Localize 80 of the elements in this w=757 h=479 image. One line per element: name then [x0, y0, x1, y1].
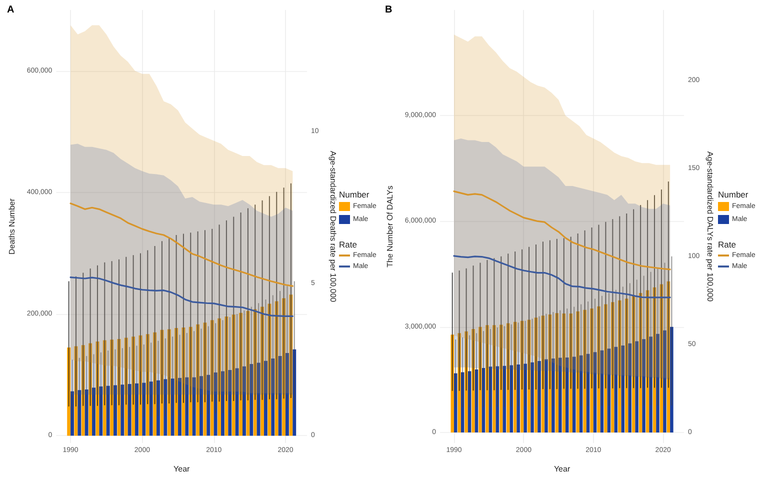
bar [200, 376, 203, 436]
y-axis-title: The Number Of DALYs [386, 186, 394, 268]
bar [544, 359, 548, 432]
bar [242, 366, 246, 436]
bar [460, 372, 464, 432]
bar [538, 360, 541, 432]
bar [649, 336, 652, 432]
bar [70, 391, 74, 436]
text: Number [339, 190, 370, 200]
bar [286, 352, 289, 436]
bar [628, 343, 632, 432]
bar [488, 366, 492, 432]
bar [670, 326, 674, 432]
bar [192, 377, 196, 436]
line-series [453, 190, 671, 270]
chart-title: B [385, 4, 392, 16]
bar [600, 350, 604, 432]
line-series [70, 276, 294, 317]
bar [524, 364, 527, 432]
bar [84, 389, 88, 436]
bar [235, 368, 239, 436]
bar [656, 334, 660, 432]
bar [221, 371, 224, 436]
bar [106, 386, 110, 436]
bar [496, 366, 500, 432]
text: Rate [718, 240, 736, 250]
text: Rate [339, 240, 357, 250]
bar [99, 386, 103, 436]
bar [114, 385, 117, 436]
bar [607, 348, 611, 432]
bar [271, 358, 275, 436]
bar [156, 380, 160, 436]
bar [579, 355, 583, 432]
bar [214, 372, 218, 436]
bar [142, 382, 146, 436]
bar [206, 374, 210, 436]
bar [642, 339, 646, 432]
bar [614, 346, 618, 432]
text: Number [718, 190, 748, 200]
chart-title: A [7, 4, 14, 16]
bar [78, 390, 82, 436]
bar [278, 356, 282, 436]
bar [572, 356, 576, 432]
bar [228, 370, 232, 436]
bar [120, 384, 124, 436]
bar [185, 377, 189, 436]
bar [250, 364, 254, 436]
bar [593, 352, 597, 432]
bar [135, 383, 138, 436]
bar [621, 345, 625, 432]
bar [530, 362, 534, 432]
bar [482, 368, 486, 432]
bar [552, 358, 555, 432]
bar [586, 354, 590, 432]
bar [128, 384, 132, 436]
bar [92, 388, 96, 436]
y-axis-title: Deaths Number [8, 198, 16, 255]
bar [474, 369, 478, 432]
bar [454, 373, 458, 432]
bar [170, 378, 174, 436]
y2-axis-title: Age-standardized Deaths rate per 100,000 [328, 150, 338, 303]
x-axis-title: Year [554, 464, 570, 474]
bar [635, 341, 638, 432]
y2-axis-title: Age-standardized DALYs rate per 100,000 [706, 151, 714, 302]
bar [149, 382, 153, 436]
bar [292, 349, 296, 436]
bar [566, 357, 569, 432]
bar [164, 379, 168, 436]
bar [502, 366, 506, 432]
line-series [70, 202, 294, 287]
line-series [453, 255, 671, 298]
bar [663, 330, 666, 432]
x-axis-title: Year [174, 464, 190, 474]
bar [468, 371, 472, 432]
bar [516, 364, 520, 432]
bar [510, 365, 513, 432]
bar [558, 358, 562, 432]
bar [256, 362, 260, 436]
bar [264, 360, 268, 436]
bar [178, 378, 182, 436]
